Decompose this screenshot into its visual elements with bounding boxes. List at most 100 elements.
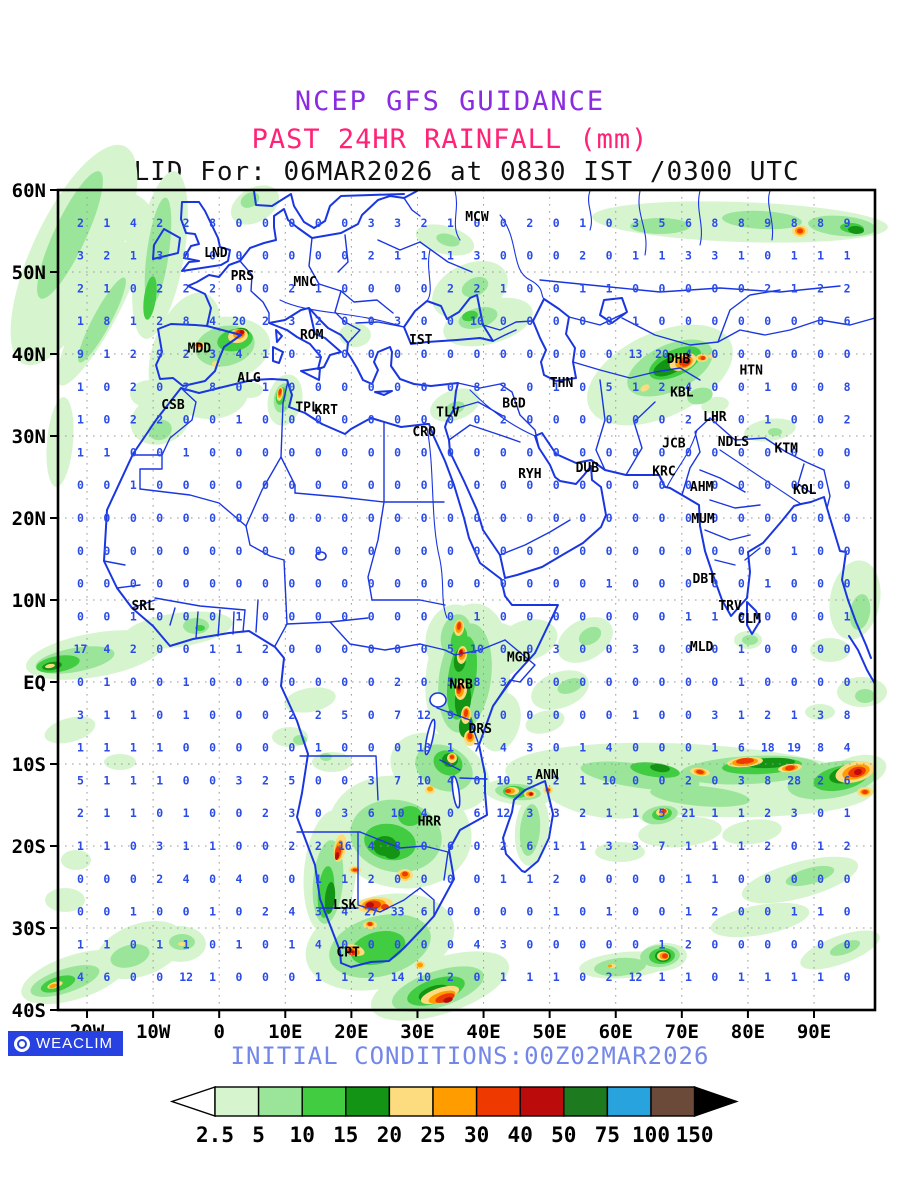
grid-point-value: 1 [77, 937, 84, 951]
grid-point-value: 0 [368, 609, 375, 623]
grid-point-value: 0 [817, 413, 824, 427]
grid-point-value: 2 [315, 708, 322, 722]
grid-point-value: 10 [496, 773, 510, 787]
grid-point-value: 1 [500, 281, 507, 295]
grid-point-value: 2 [209, 281, 216, 295]
grid-point-value: 1 [738, 249, 745, 263]
grid-point-value: 0 [130, 937, 137, 951]
grid-point-value: 0 [315, 511, 322, 525]
grid-point-value: 2 [500, 413, 507, 427]
grid-point-value: 0 [685, 577, 692, 591]
grid-point-value: 8 [473, 380, 480, 394]
grid-point-value: 0 [711, 642, 718, 656]
grid-point-value: 0 [844, 347, 851, 361]
grid-point-value: 0 [209, 413, 216, 427]
grid-point-value: 0 [473, 511, 480, 525]
grid-point-value: 2 [844, 839, 851, 853]
grid-point-value: 4 [500, 741, 507, 755]
grid-point-value: 0 [262, 413, 269, 427]
grid-point-value: 1 [817, 839, 824, 853]
grid-point-value: 0 [579, 511, 586, 525]
colorbar-label: 75 [595, 1123, 620, 1147]
grid-point-value: 0 [183, 905, 190, 919]
grid-point-value: 0 [764, 905, 771, 919]
product-title: NCEP GFS GUIDANCE [294, 86, 606, 117]
lon-tick-label: 80E [731, 1021, 765, 1043]
grid-point-value: 2 [183, 216, 190, 230]
station-label-alg: ALG [237, 371, 261, 386]
grid-point-value: 0 [341, 347, 348, 361]
grid-point-value: 0 [156, 806, 163, 820]
grid-point-value: 2 [288, 839, 295, 853]
grid-point-value: 0 [553, 708, 560, 722]
grid-point-value: 4 [209, 314, 216, 328]
grid-point-value: 0 [368, 413, 375, 427]
lon-tick-label: 0 [213, 1021, 224, 1043]
station-label-ndls: NDLS [718, 435, 749, 450]
grid-point-value: 1 [606, 905, 613, 919]
grid-point-value: 0 [526, 675, 533, 689]
grid-point-value: 1 [209, 905, 216, 919]
grid-point-value: 0 [764, 478, 771, 492]
grid-point-value: 0 [579, 413, 586, 427]
grid-point-value: 2 [685, 937, 692, 951]
grid-point-value: 2 [817, 773, 824, 787]
grid-point-value: 1 [262, 347, 269, 361]
grid-point-value: 0 [606, 314, 613, 328]
grid-point-value: 0 [579, 905, 586, 919]
grid-point-value: 3 [553, 806, 560, 820]
colorbar-label: 50 [551, 1123, 576, 1147]
grid-point-value: 0 [236, 216, 243, 230]
grid-point-value: 0 [130, 577, 137, 591]
grid-point-value: 3 [77, 708, 84, 722]
grid-point-value: 7 [394, 708, 401, 722]
grid-point-value: 0 [606, 937, 613, 951]
grid-point-value: 3 [77, 249, 84, 263]
grid-point-value: 0 [288, 445, 295, 459]
grid-point-value: 0 [553, 281, 560, 295]
grid-point-value: 0 [315, 380, 322, 394]
grid-point-value: 1 [526, 872, 533, 886]
grid-point-value: 1 [473, 609, 480, 623]
grid-point-value: 0 [209, 773, 216, 787]
grid-point-value: 2 [500, 380, 507, 394]
grid-point-value: 0 [632, 478, 639, 492]
grid-point-value: 2 [685, 413, 692, 427]
grid-point-value: 0 [447, 478, 454, 492]
grid-point-value: 0 [103, 905, 110, 919]
grid-point-value: 2 [262, 905, 269, 919]
grid-point-value: 0 [711, 380, 718, 394]
grid-point-value: 1 [209, 970, 216, 984]
colorbar-label: 40 [508, 1123, 533, 1147]
colorbar-cell [257, 1086, 303, 1117]
grid-point-value: 4 [473, 937, 480, 951]
grid-point-value: 0 [791, 511, 798, 525]
grid-point-value: 7 [659, 839, 666, 853]
colorbar-cell [606, 1086, 652, 1117]
grid-point-value: 0 [473, 577, 480, 591]
grid-point-value: 1 [315, 741, 322, 755]
grid-point-value: 8 [103, 314, 110, 328]
grid-point-value: 4 [421, 806, 428, 820]
grid-point-value: 0 [156, 577, 163, 591]
grid-point-value: 3 [156, 249, 163, 263]
grid-point-value: 1 [659, 970, 666, 984]
grid-point-value: 0 [262, 708, 269, 722]
grid-point-value: 8 [817, 216, 824, 230]
grid-point-value: 1 [764, 577, 771, 591]
grid-point-value: 0 [368, 577, 375, 591]
grid-point-value: 0 [447, 937, 454, 951]
grid-point-value: 0 [659, 577, 666, 591]
grid-point-value: 1 [738, 708, 745, 722]
grid-point-value: 0 [526, 445, 533, 459]
grid-point-value: 10 [417, 970, 431, 984]
grid-point-value: 1 [183, 675, 190, 689]
grid-point-value: 0 [606, 445, 613, 459]
grid-point-value: 1 [236, 937, 243, 951]
colorbar-label: 15 [333, 1123, 358, 1147]
grid-point-value: 0 [526, 642, 533, 656]
colorbar-cell [214, 1086, 260, 1117]
grid-point-value: 2 [368, 249, 375, 263]
grid-point-value: 0 [791, 642, 798, 656]
grid-point-value: 1 [738, 839, 745, 853]
